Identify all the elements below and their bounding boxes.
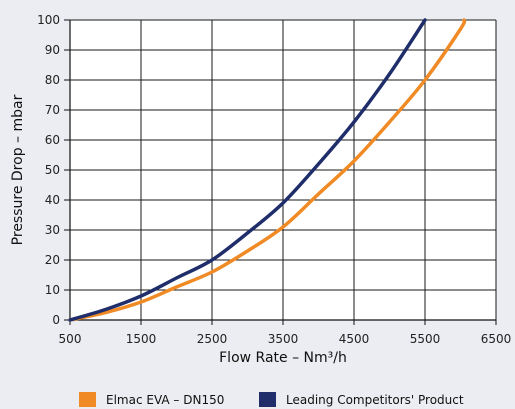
grid (69, 19, 497, 321)
tick-labels: 0 10 20 30 40 50 60 70 80 90 100 500 1500 2500 3500 450… (37, 13, 511, 346)
legend-item-leading-competitors-product: Leading Competitors' Product (259, 392, 464, 407)
legend-label: Leading Competitors' Product (286, 393, 464, 407)
x-axis-title: Flow Rate – Nm³/h (219, 350, 347, 366)
legend: Elmac EVA – DN150 Leading Competitors' Pr… (79, 392, 464, 407)
legend-item-elmac-eva-dn150: Elmac EVA – DN150 (79, 392, 224, 407)
y-tick-label: 0 (52, 313, 60, 327)
y-tick-label: 20 (45, 253, 60, 267)
series-line-elmac-eva-dn150 (68, 18, 467, 322)
x-tick-label: 500 (59, 332, 82, 346)
x-tick-label: 5500 (410, 332, 441, 346)
y-tick-label: 40 (45, 193, 60, 207)
series-lines (68, 18, 467, 322)
legend-label: Elmac EVA – DN150 (106, 393, 224, 407)
legend-swatch (79, 392, 96, 407)
y-tick-label: 50 (45, 163, 60, 177)
x-tick-label: 4500 (339, 332, 370, 346)
y-tick-label: 10 (45, 283, 60, 297)
x-tick-label: 6500 (481, 332, 512, 346)
x-tick-label: 3500 (268, 332, 299, 346)
legend-swatch (259, 392, 276, 407)
y-tick-label: 80 (45, 73, 60, 87)
y-tick-label: 90 (45, 43, 60, 57)
y-tick-label: 60 (45, 133, 60, 147)
x-tick-label: 1500 (126, 332, 157, 346)
y-tick-label: 70 (45, 103, 60, 117)
axes (64, 19, 497, 325)
x-tick-label: 2500 (197, 332, 228, 346)
series-line-leading-competitors-product (68, 18, 427, 322)
y-tick-label: 30 (45, 223, 60, 237)
y-tick-label: 100 (37, 13, 60, 27)
y-axis-title: Pressure Drop – mbar (10, 94, 26, 245)
